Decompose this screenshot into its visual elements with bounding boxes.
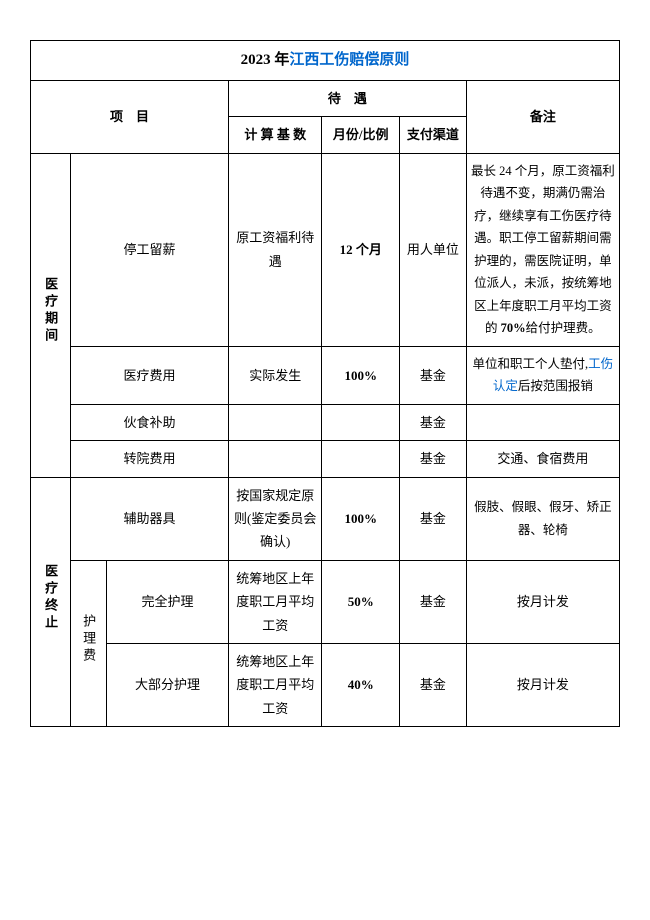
item-device: 辅助器具 bbox=[70, 477, 228, 560]
category-nursing-fee: 护理费 bbox=[70, 560, 106, 726]
header-treatment: 待 遇 bbox=[229, 81, 467, 117]
category-medical-period: 医疗期间 bbox=[31, 153, 71, 477]
header-item: 项 目 bbox=[31, 81, 229, 154]
channel-transfer: 基金 bbox=[400, 441, 467, 477]
channel-most-care: 基金 bbox=[400, 643, 467, 726]
item-food: 伙食补助 bbox=[70, 404, 228, 440]
channel-full-care: 基金 bbox=[400, 560, 467, 643]
header-channel: 支付渠道 bbox=[400, 117, 467, 153]
category-label: 医疗终止 bbox=[39, 564, 62, 632]
item-transfer: 转院费用 bbox=[70, 441, 228, 477]
base-stop-work: 原工资福利待遇 bbox=[229, 153, 322, 346]
remark-most-care: 按月计发 bbox=[466, 643, 619, 726]
title-prefix: 2023 年 bbox=[241, 52, 290, 68]
remark-food bbox=[466, 404, 619, 440]
item-medical-fee: 医疗费用 bbox=[70, 346, 228, 404]
base-most-care: 统筹地区上年度职工月平均工资 bbox=[229, 643, 322, 726]
category-label: 医疗期间 bbox=[39, 277, 62, 345]
ratio-medical-fee: 100% bbox=[322, 346, 400, 404]
remark-transfer: 交通、食宿费用 bbox=[466, 441, 619, 477]
base-food bbox=[229, 404, 322, 440]
channel-stop-work: 用人单位 bbox=[400, 153, 467, 346]
base-medical-fee: 实际发生 bbox=[229, 346, 322, 404]
base-full-care: 统筹地区上年度职工月平均工资 bbox=[229, 560, 322, 643]
compensation-table: 2023 年江西工伤赔偿原则 项 目 待 遇 备注 计 算 基 数 月份/比例 … bbox=[30, 40, 620, 727]
header-ratio: 月份/比例 bbox=[322, 117, 400, 153]
category-label: 护理费 bbox=[77, 614, 100, 665]
remark-stop-work: 最长 24 个月，原工资福利待遇不变，期满仍需治疗，继续享有工伤医疗待遇。职工停… bbox=[466, 153, 619, 346]
remark-full-care: 按月计发 bbox=[466, 560, 619, 643]
ratio-device: 100% bbox=[322, 477, 400, 560]
item-stop-work: 停工留薪 bbox=[70, 153, 228, 346]
channel-food: 基金 bbox=[400, 404, 467, 440]
ratio-food bbox=[322, 404, 400, 440]
header-base: 计 算 基 数 bbox=[229, 117, 322, 153]
base-device: 按国家规定原则(鉴定委员会确认) bbox=[229, 477, 322, 560]
category-medical-end: 医疗终止 bbox=[31, 477, 71, 727]
header-remark: 备注 bbox=[466, 81, 619, 154]
ratio-stop-work: 12 个月 bbox=[322, 153, 400, 346]
channel-medical-fee: 基金 bbox=[400, 346, 467, 404]
item-most-care: 大部分护理 bbox=[106, 643, 228, 726]
base-transfer bbox=[229, 441, 322, 477]
remark-medical-fee: 单位和职工个人垫付,工伤认定后按范围报销 bbox=[466, 346, 619, 404]
channel-device: 基金 bbox=[400, 477, 467, 560]
table-title: 2023 年江西工伤赔偿原则 bbox=[31, 41, 620, 81]
item-full-care: 完全护理 bbox=[106, 560, 228, 643]
remark-device: 假肢、假眼、假牙、矫正器、轮椅 bbox=[466, 477, 619, 560]
ratio-transfer bbox=[322, 441, 400, 477]
ratio-most-care: 40% bbox=[322, 643, 400, 726]
title-link[interactable]: 江西工伤赔偿原则 bbox=[289, 52, 409, 68]
ratio-full-care: 50% bbox=[322, 560, 400, 643]
